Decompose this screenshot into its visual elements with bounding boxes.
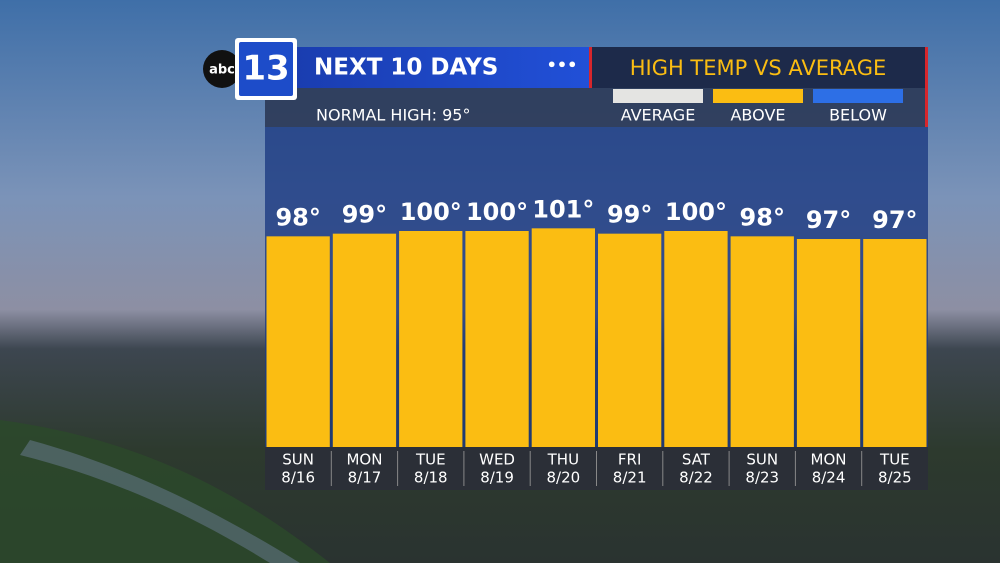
value-label: 97°: [872, 206, 917, 234]
logo-circle: [203, 50, 241, 88]
x-tick-label: FRI: [618, 451, 641, 469]
legend-swatch: [713, 89, 803, 103]
x-tick-date: 8/22: [679, 469, 713, 487]
bar: [332, 233, 397, 447]
value-label: 99°: [607, 201, 652, 229]
x-tick-date: 8/24: [812, 469, 846, 487]
legend-label: ABOVE: [730, 106, 785, 125]
x-tick-date: 8/25: [878, 469, 912, 487]
value-label: 100°: [665, 198, 727, 226]
bar: [399, 231, 463, 447]
x-tick-label: THU: [547, 451, 579, 469]
river: [20, 440, 300, 563]
x-tick-date: 8/17: [348, 469, 382, 487]
value-label: 97°: [806, 206, 851, 234]
x-tick-label: SUN: [746, 451, 778, 469]
x-tick-date: 8/16: [281, 469, 315, 487]
x-tick-label: MON: [811, 451, 847, 469]
bar: [664, 231, 728, 447]
value-label: 98°: [740, 203, 785, 231]
x-tick-label: SUN: [282, 451, 314, 469]
x-tick-label: TUE: [879, 451, 910, 469]
legend-label: AVERAGE: [621, 106, 696, 125]
bar: [531, 228, 595, 447]
legend-swatch: [613, 89, 703, 103]
dots: •••: [547, 56, 578, 75]
normal-high: NORMAL HIGH: 95°: [316, 106, 470, 125]
logo-inner: [239, 42, 293, 96]
subtitle: HIGH TEMP VS AVERAGE: [630, 56, 887, 80]
logo-channel: 13: [242, 49, 289, 89]
subtitle-bar: [591, 47, 926, 88]
bar: [465, 231, 529, 447]
x-tick-label: SAT: [682, 451, 711, 469]
x-tick-date: 8/19: [480, 469, 514, 487]
logo-network: abc: [209, 63, 235, 78]
x-tick-date: 8/23: [745, 469, 779, 487]
value-label: 98°: [275, 203, 320, 231]
divider: [589, 47, 592, 88]
legend-label: BELOW: [829, 106, 887, 125]
x-tick-date: 8/18: [414, 469, 448, 487]
bar: [796, 239, 861, 447]
x-tick-label: TUE: [415, 451, 446, 469]
divider: [925, 47, 928, 127]
bar: [266, 236, 330, 447]
x-tick-date: 8/20: [547, 469, 581, 487]
title: NEXT 10 DAYS: [314, 55, 498, 81]
value-label: 100°: [466, 198, 528, 226]
x-tick-label: WED: [479, 451, 515, 469]
x-tick-label: MON: [346, 451, 382, 469]
value-label: 101°: [532, 195, 594, 223]
x-tick-date: 8/21: [613, 469, 647, 487]
value-label: 100°: [400, 198, 462, 226]
bar: [598, 233, 662, 447]
title-bar: [297, 47, 591, 88]
value-label: 99°: [342, 201, 387, 229]
legend-swatch: [813, 89, 903, 103]
bar: [863, 239, 927, 447]
bar: [730, 236, 794, 447]
